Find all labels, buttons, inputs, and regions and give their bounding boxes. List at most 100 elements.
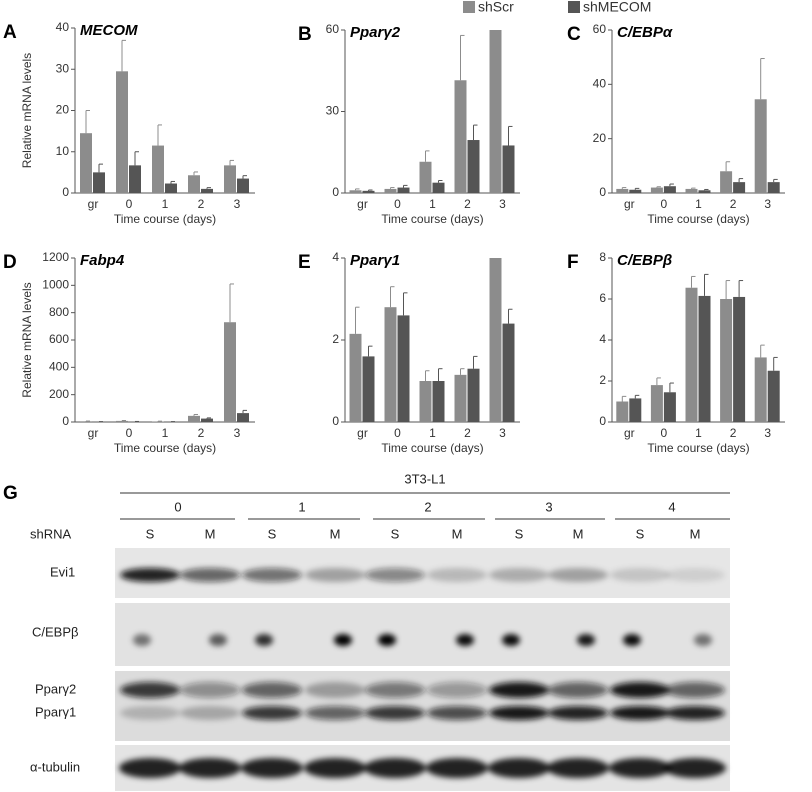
legend-label: shScr xyxy=(478,0,514,15)
y-tick-label: 800 xyxy=(49,305,69,319)
x-tick-label: gr xyxy=(357,426,368,440)
band xyxy=(119,758,181,778)
band xyxy=(548,682,608,698)
band xyxy=(489,568,549,582)
bar xyxy=(224,322,236,422)
y-tick-label: 4 xyxy=(332,250,339,264)
band xyxy=(242,706,302,720)
x-tick-label: 3 xyxy=(234,426,241,440)
bar xyxy=(432,381,445,422)
y-tick-label: 0 xyxy=(62,185,69,199)
lane-label: S xyxy=(146,526,155,541)
y-tick-label: 10 xyxy=(56,144,70,158)
lane-label: M xyxy=(573,526,584,541)
lane-label: S xyxy=(515,526,524,541)
bar xyxy=(349,333,362,422)
bar xyxy=(720,171,733,193)
band xyxy=(120,682,180,698)
panel-letter: B xyxy=(298,24,312,45)
lane-label: M xyxy=(690,526,701,541)
y-tick-label: 20 xyxy=(593,131,607,145)
x-axis-label: Time course (days) xyxy=(381,441,483,455)
band xyxy=(548,706,608,720)
band xyxy=(305,568,365,582)
bar xyxy=(767,370,780,422)
bar xyxy=(397,187,410,193)
x-tick-label: 3 xyxy=(499,197,506,211)
bar xyxy=(489,258,502,422)
timepoint-label: 0 xyxy=(174,499,181,514)
band xyxy=(623,634,641,646)
x-axis-label: Time course (days) xyxy=(381,212,483,226)
x-tick-label: 0 xyxy=(126,426,133,440)
bar xyxy=(720,299,733,422)
band xyxy=(120,568,180,582)
band xyxy=(378,634,396,646)
band-label: Pparγ2 xyxy=(35,681,76,696)
y-tick-label: 40 xyxy=(593,77,607,91)
timepoint-label: 2 xyxy=(424,499,431,514)
chart-title: Pparγ1 xyxy=(350,252,400,269)
band xyxy=(365,682,425,698)
x-tick-label: gr xyxy=(88,426,99,440)
bar xyxy=(188,175,200,193)
bar xyxy=(362,356,375,422)
legend-swatch xyxy=(568,1,580,13)
blot-strip xyxy=(115,671,730,741)
bar xyxy=(733,182,746,193)
band xyxy=(427,706,487,720)
bar xyxy=(362,190,375,193)
y-tick-label: 8 xyxy=(599,250,606,264)
y-tick-label: 0 xyxy=(332,185,339,199)
band xyxy=(427,682,487,698)
bar xyxy=(419,381,432,422)
x-tick-label: 2 xyxy=(730,426,737,440)
bar xyxy=(237,178,249,193)
band xyxy=(664,758,726,778)
bar xyxy=(80,133,92,193)
lane-label: S xyxy=(268,526,277,541)
chart-title: MECOM xyxy=(80,22,138,39)
bar xyxy=(454,80,467,193)
band xyxy=(694,634,712,646)
lane-label: M xyxy=(330,526,341,541)
band xyxy=(305,706,365,720)
bar xyxy=(629,398,642,422)
y-tick-label: 0 xyxy=(599,185,606,199)
bar xyxy=(201,188,213,193)
x-axis-label: Time course (days) xyxy=(114,441,216,455)
bar xyxy=(698,295,711,422)
bar xyxy=(663,392,676,422)
band-signals xyxy=(119,568,726,778)
band xyxy=(665,568,725,582)
bar xyxy=(685,287,698,422)
x-tick-label: 0 xyxy=(126,197,133,211)
bar xyxy=(80,421,92,422)
x-tick-label: 2 xyxy=(464,426,471,440)
y-axis-label: Relative mRNA levels xyxy=(20,282,34,397)
band xyxy=(610,682,670,698)
band xyxy=(242,568,302,582)
x-tick-label: 1 xyxy=(695,426,702,440)
band xyxy=(489,706,549,720)
row-label: shRNA xyxy=(30,526,72,541)
band xyxy=(548,568,608,582)
bar xyxy=(502,145,515,193)
panel-letter: A xyxy=(3,22,17,43)
y-tick-label: 0 xyxy=(332,414,339,428)
band xyxy=(502,634,520,646)
x-tick-label: 3 xyxy=(234,197,241,211)
lane-label: S xyxy=(636,526,645,541)
bar xyxy=(384,188,397,193)
band xyxy=(209,634,227,646)
y-tick-label: 20 xyxy=(56,103,70,117)
bar xyxy=(629,189,642,193)
bar xyxy=(489,30,502,193)
band xyxy=(365,706,425,720)
band xyxy=(255,634,273,646)
x-tick-label: 1 xyxy=(429,197,436,211)
bar xyxy=(152,145,164,193)
bar xyxy=(384,307,397,422)
bar xyxy=(754,99,767,193)
